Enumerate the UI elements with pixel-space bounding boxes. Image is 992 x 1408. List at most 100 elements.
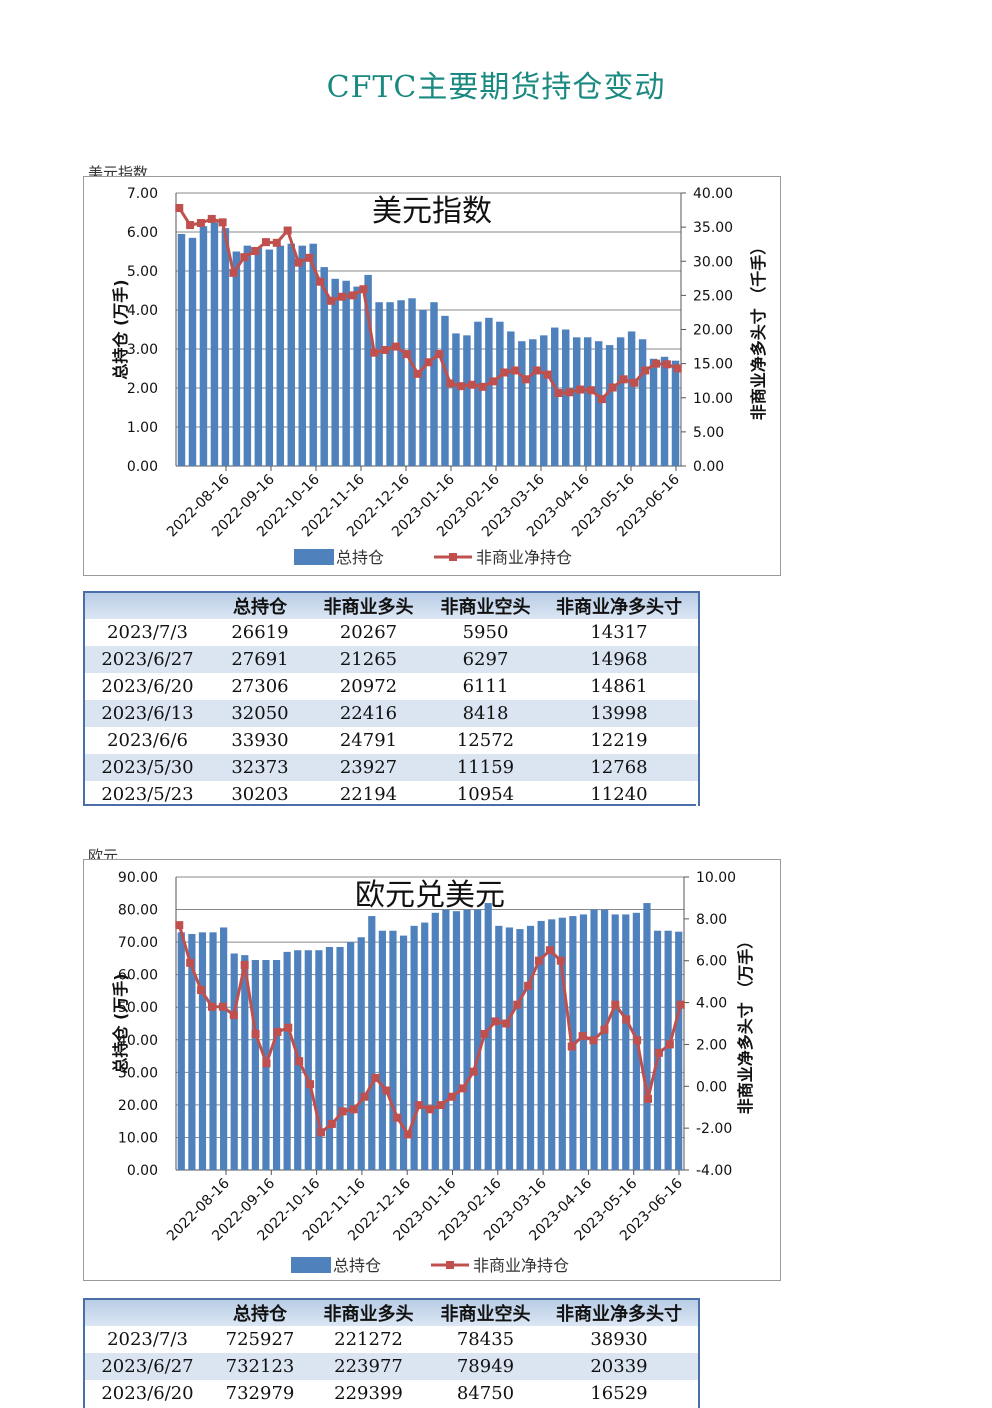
table-cell: 2023/7/3 xyxy=(107,1329,188,1350)
line-point xyxy=(554,388,563,397)
bar xyxy=(496,321,504,466)
bar xyxy=(199,226,208,466)
table-cell: 23927 xyxy=(339,757,398,778)
table-cell: 6111 xyxy=(462,676,509,697)
bar xyxy=(529,339,537,466)
table-cell: 14317 xyxy=(590,622,648,643)
bar xyxy=(331,278,339,466)
line-point xyxy=(511,366,520,375)
header-net: 非商业净多头寸 xyxy=(556,1304,682,1325)
table-cell: 78435 xyxy=(456,1329,515,1350)
table-cell: 20972 xyxy=(339,676,398,697)
header-long: 非商业多头 xyxy=(323,1304,414,1325)
header-net: 非商业净多头寸 xyxy=(556,597,682,618)
line-point xyxy=(306,1080,315,1089)
y2-tick-label: 40.00 xyxy=(693,186,733,202)
line-point xyxy=(316,1128,325,1137)
y-tick-label: 7.00 xyxy=(127,186,158,202)
table-cell: 732123 xyxy=(225,1356,295,1377)
y2-tick-label: -2.00 xyxy=(696,1121,732,1137)
y2-tick-label: 2.00 xyxy=(696,1037,727,1053)
y2-tick-label: -4.00 xyxy=(696,1163,732,1179)
line-point xyxy=(251,247,260,256)
line-point xyxy=(197,986,206,995)
line-point xyxy=(327,1119,336,1128)
table-cell: 22416 xyxy=(339,703,398,724)
line-point xyxy=(348,291,357,300)
bar xyxy=(675,931,683,1170)
bar xyxy=(230,953,238,1170)
table-row: 2023/6/6 33930 24791 12572 12219 xyxy=(85,727,698,754)
table-cell: 20339 xyxy=(590,1356,648,1377)
bar xyxy=(408,298,416,466)
line-point xyxy=(404,1130,413,1139)
bar xyxy=(210,222,219,466)
table-cell: 12219 xyxy=(590,730,648,751)
line-point xyxy=(426,1105,434,1114)
line-point xyxy=(513,1000,522,1009)
line-point xyxy=(532,366,541,375)
bar xyxy=(421,922,429,1170)
bar xyxy=(495,925,503,1170)
bar xyxy=(389,930,397,1170)
table-cell: 12768 xyxy=(590,757,648,778)
line-point xyxy=(578,1032,587,1041)
bar xyxy=(452,333,460,466)
bar xyxy=(474,909,482,1170)
line-point xyxy=(229,1011,238,1020)
line-point xyxy=(654,1048,663,1057)
y2-axis-label: 非商业净多头寸 （千手） xyxy=(749,239,768,421)
line-point xyxy=(295,1057,304,1066)
y-tick-label: 5.00 xyxy=(127,264,158,280)
table-cell: 26619 xyxy=(231,622,289,643)
bar xyxy=(505,927,513,1170)
line-point xyxy=(522,375,531,384)
table-cell: 14861 xyxy=(590,676,648,697)
bar xyxy=(463,335,471,466)
line-point xyxy=(535,956,544,965)
table-cell: 2023/6/20 xyxy=(101,676,194,697)
chart-title: 美元指数 xyxy=(372,194,492,229)
line-point xyxy=(415,1101,424,1110)
y2-tick-label: 25.00 xyxy=(693,288,733,304)
line-point xyxy=(489,377,498,386)
bar xyxy=(221,228,230,466)
line-point xyxy=(196,219,205,228)
line-point xyxy=(630,378,639,387)
line-point xyxy=(338,1107,347,1116)
table-cell: 16529 xyxy=(590,1383,648,1404)
page-title: CFTC主要期货持仓变动 xyxy=(326,70,666,105)
bar xyxy=(198,932,207,1170)
bar xyxy=(342,280,350,466)
line-point xyxy=(337,292,346,301)
line-point xyxy=(652,359,661,368)
table-cell: 30203 xyxy=(231,784,289,805)
bar xyxy=(579,914,588,1170)
y-tick-label: 20.00 xyxy=(118,1098,158,1114)
y2-tick-label: 5.00 xyxy=(693,425,724,441)
line-point xyxy=(500,368,509,377)
table-row: 2023/6/27 27691 21265 6297 14968 xyxy=(85,646,698,673)
line-point xyxy=(272,238,281,247)
line-point xyxy=(576,385,585,394)
y-tick-label: 30.00 xyxy=(118,1065,158,1081)
bar xyxy=(254,247,263,466)
table-cell: 2023/6/27 xyxy=(101,649,194,670)
bar xyxy=(232,251,241,466)
y-axis-label: 总持仓 (万手) xyxy=(111,279,130,379)
line-point xyxy=(207,214,216,223)
table-usd-index: 总持仓 非商业多头 非商业空头 非商业净多头寸 2023/7/3 26619 202… xyxy=(83,591,700,806)
y2-tick-label: 10.00 xyxy=(696,870,736,886)
line-point xyxy=(251,1029,260,1038)
line-point xyxy=(662,360,671,369)
line-point xyxy=(436,1101,445,1110)
bar xyxy=(375,302,383,466)
bar xyxy=(601,909,609,1170)
y-tick-label: 3.00 xyxy=(127,342,158,358)
line-point xyxy=(469,1067,478,1076)
table-cell: 38930 xyxy=(590,1329,648,1350)
table-cell: 10954 xyxy=(456,784,515,805)
bar xyxy=(660,356,669,466)
y2-tick-label: 35.00 xyxy=(693,220,733,236)
table-cell: 13998 xyxy=(590,703,648,724)
